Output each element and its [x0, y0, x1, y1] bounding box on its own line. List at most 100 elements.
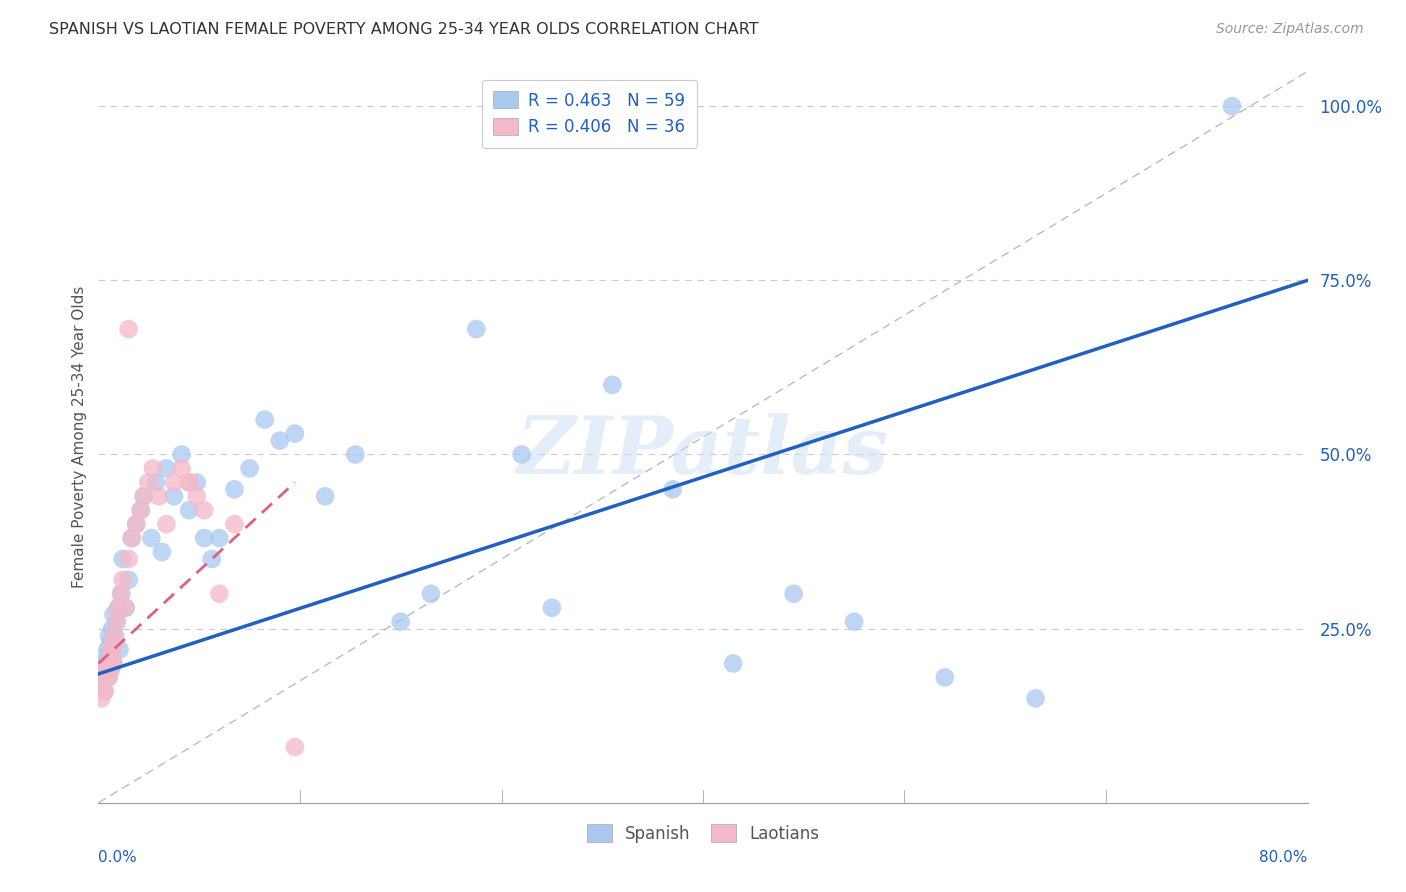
Point	[108, 642, 131, 657]
Point	[100, 635, 122, 649]
Point	[170, 461, 193, 475]
Point	[179, 475, 201, 490]
Point	[94, 670, 117, 684]
Point	[129, 503, 152, 517]
Point	[783, 587, 806, 601]
Text: 80.0%: 80.0%	[1260, 850, 1308, 865]
Point	[148, 489, 170, 503]
Point	[208, 531, 231, 545]
Point	[94, 664, 117, 678]
Text: SPANISH VS LAOTIAN FEMALE POVERTY AMONG 25-34 YEAR OLDS CORRELATION CHART: SPANISH VS LAOTIAN FEMALE POVERTY AMONG …	[49, 22, 759, 37]
Y-axis label: Female Poverty Among 25-34 Year Olds: Female Poverty Among 25-34 Year Olds	[72, 286, 87, 588]
Point	[132, 489, 155, 503]
Point	[155, 461, 177, 475]
Point	[208, 587, 231, 601]
Point	[934, 670, 956, 684]
Text: Source: ZipAtlas.com: Source: ZipAtlas.com	[1216, 22, 1364, 37]
Point	[125, 517, 148, 532]
Point	[100, 642, 122, 657]
Point	[1220, 99, 1243, 113]
Point	[107, 600, 129, 615]
Point	[114, 600, 136, 615]
Point	[510, 448, 533, 462]
Point	[98, 670, 121, 684]
Point	[186, 475, 208, 490]
Point	[284, 426, 307, 441]
Point	[90, 670, 112, 684]
Point	[101, 622, 124, 636]
Point	[125, 517, 148, 532]
Point	[269, 434, 291, 448]
Point	[224, 517, 246, 532]
Point	[121, 531, 143, 545]
Point	[93, 657, 115, 671]
Point	[93, 684, 115, 698]
Point	[100, 664, 122, 678]
Point	[179, 475, 201, 490]
Point	[193, 531, 215, 545]
Point	[344, 448, 367, 462]
Point	[98, 657, 121, 671]
Point	[104, 629, 127, 643]
Point	[103, 657, 125, 671]
Point	[103, 607, 125, 622]
Point	[163, 489, 186, 503]
Point	[103, 629, 125, 643]
Point	[118, 552, 141, 566]
Point	[118, 322, 141, 336]
Point	[110, 587, 132, 601]
Text: ZIPatlas: ZIPatlas	[517, 413, 889, 491]
Point	[91, 677, 114, 691]
Point	[132, 489, 155, 503]
Point	[239, 461, 262, 475]
Point	[163, 475, 186, 490]
Point	[314, 489, 336, 503]
Point	[179, 503, 201, 517]
Point	[98, 629, 121, 643]
Point	[110, 587, 132, 601]
Point	[136, 475, 159, 490]
Point	[111, 573, 134, 587]
Point	[107, 600, 129, 615]
Point	[284, 740, 307, 755]
Point	[105, 615, 128, 629]
Point	[141, 531, 163, 545]
Point	[145, 475, 167, 490]
Text: 0.0%: 0.0%	[98, 850, 138, 865]
Point	[105, 615, 128, 629]
Point	[118, 573, 141, 587]
Point	[101, 649, 124, 664]
Point	[186, 489, 208, 503]
Point	[142, 461, 165, 475]
Point	[103, 657, 125, 671]
Point	[661, 483, 683, 497]
Point	[224, 483, 246, 497]
Point	[96, 642, 118, 657]
Point	[94, 664, 117, 678]
Point	[94, 649, 117, 664]
Point	[96, 670, 118, 684]
Point	[253, 412, 276, 426]
Point	[155, 517, 177, 532]
Point	[129, 503, 152, 517]
Point	[114, 600, 136, 615]
Point	[465, 322, 488, 336]
Point	[540, 600, 562, 615]
Legend: Spanish, Laotians: Spanish, Laotians	[581, 818, 825, 849]
Point	[121, 531, 143, 545]
Point	[96, 657, 118, 671]
Point	[90, 691, 112, 706]
Point	[93, 684, 115, 698]
Point	[389, 615, 412, 629]
Point	[602, 377, 624, 392]
Point	[201, 552, 224, 566]
Point	[91, 677, 114, 691]
Point	[844, 615, 866, 629]
Point	[104, 635, 127, 649]
Point	[150, 545, 173, 559]
Point	[723, 657, 745, 671]
Point	[170, 448, 193, 462]
Point	[101, 642, 124, 657]
Point	[193, 503, 215, 517]
Point	[420, 587, 443, 601]
